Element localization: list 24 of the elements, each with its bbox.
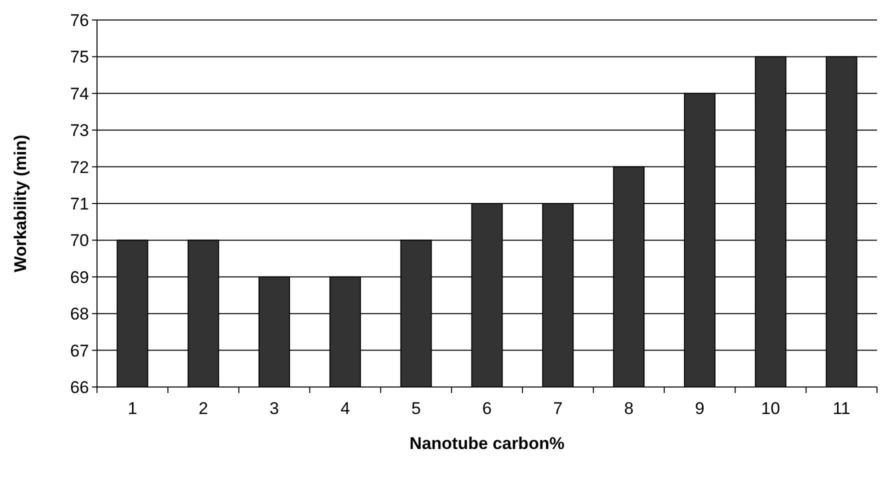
y-tick-label: 76	[70, 10, 89, 30]
y-tick-label: 68	[70, 304, 89, 324]
x-tick-label: 3	[270, 399, 280, 418]
x-tick-label: 1	[128, 399, 138, 418]
x-tick-label: 9	[694, 399, 704, 418]
y-tick-label: 67	[70, 341, 89, 360]
y-tick-label: 74	[70, 84, 89, 104]
x-tick-label: 7	[553, 399, 563, 418]
x-tick-label: 8	[624, 399, 634, 418]
y-tick-label: 75	[70, 48, 89, 67]
y-tick-label: 73	[70, 121, 89, 140]
x-tick-label: 11	[832, 399, 850, 418]
y-tick-label: 71	[70, 194, 89, 214]
x-tick-label: 5	[411, 399, 421, 418]
x-tick-label: 6	[482, 399, 492, 418]
y-axis-title: Workability (min)	[11, 134, 30, 272]
y-tick-label: 69	[70, 268, 89, 287]
y-tick-label: 70	[70, 231, 89, 250]
y-tick-label: 72	[70, 158, 89, 177]
x-axis-title: Nanotube carbon%	[410, 434, 564, 453]
x-tick-label: 2	[198, 399, 208, 418]
x-tick-label: 10	[761, 399, 780, 418]
y-tick-label: 66	[70, 378, 89, 397]
x-tick-label: 4	[340, 399, 350, 418]
